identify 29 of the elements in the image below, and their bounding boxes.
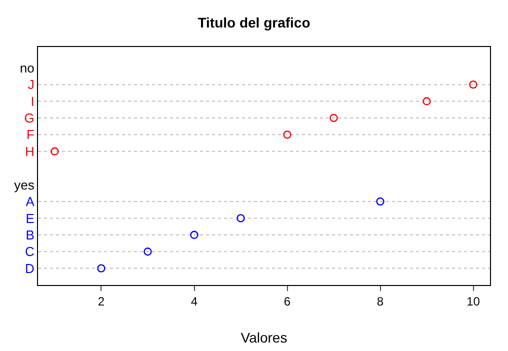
x-axis-title: Valores xyxy=(240,330,288,346)
y-tick-label: E xyxy=(26,210,35,226)
point xyxy=(236,214,245,222)
point xyxy=(190,230,198,239)
point xyxy=(422,97,431,106)
y-tick-label: A xyxy=(26,194,35,210)
point xyxy=(50,147,59,156)
y-tick-label: yes xyxy=(14,177,35,192)
y-tick-label: C xyxy=(25,244,34,260)
x-tick-label: 2 xyxy=(98,294,105,308)
x-tick-label: 8 xyxy=(376,294,384,308)
y-tick-label: J xyxy=(28,77,34,92)
x-tick-label: 10 xyxy=(466,294,480,308)
point xyxy=(376,197,384,206)
point xyxy=(283,130,292,139)
x-tick-label: 6 xyxy=(284,294,291,308)
point xyxy=(330,114,338,122)
x-tick-label: 4 xyxy=(190,294,198,308)
y-tick-label: G xyxy=(24,110,34,126)
y-tick-label: D xyxy=(25,260,34,276)
y-tick-label: I xyxy=(30,94,34,109)
point xyxy=(144,248,152,256)
y-tick-label: B xyxy=(26,227,34,242)
y-tick-label: H xyxy=(25,144,34,159)
y-tick-label: no xyxy=(20,60,34,76)
chart-title: Titulo del grafico xyxy=(198,14,310,30)
point xyxy=(97,264,106,272)
point xyxy=(469,80,478,89)
y-tick-label: F xyxy=(26,127,34,142)
